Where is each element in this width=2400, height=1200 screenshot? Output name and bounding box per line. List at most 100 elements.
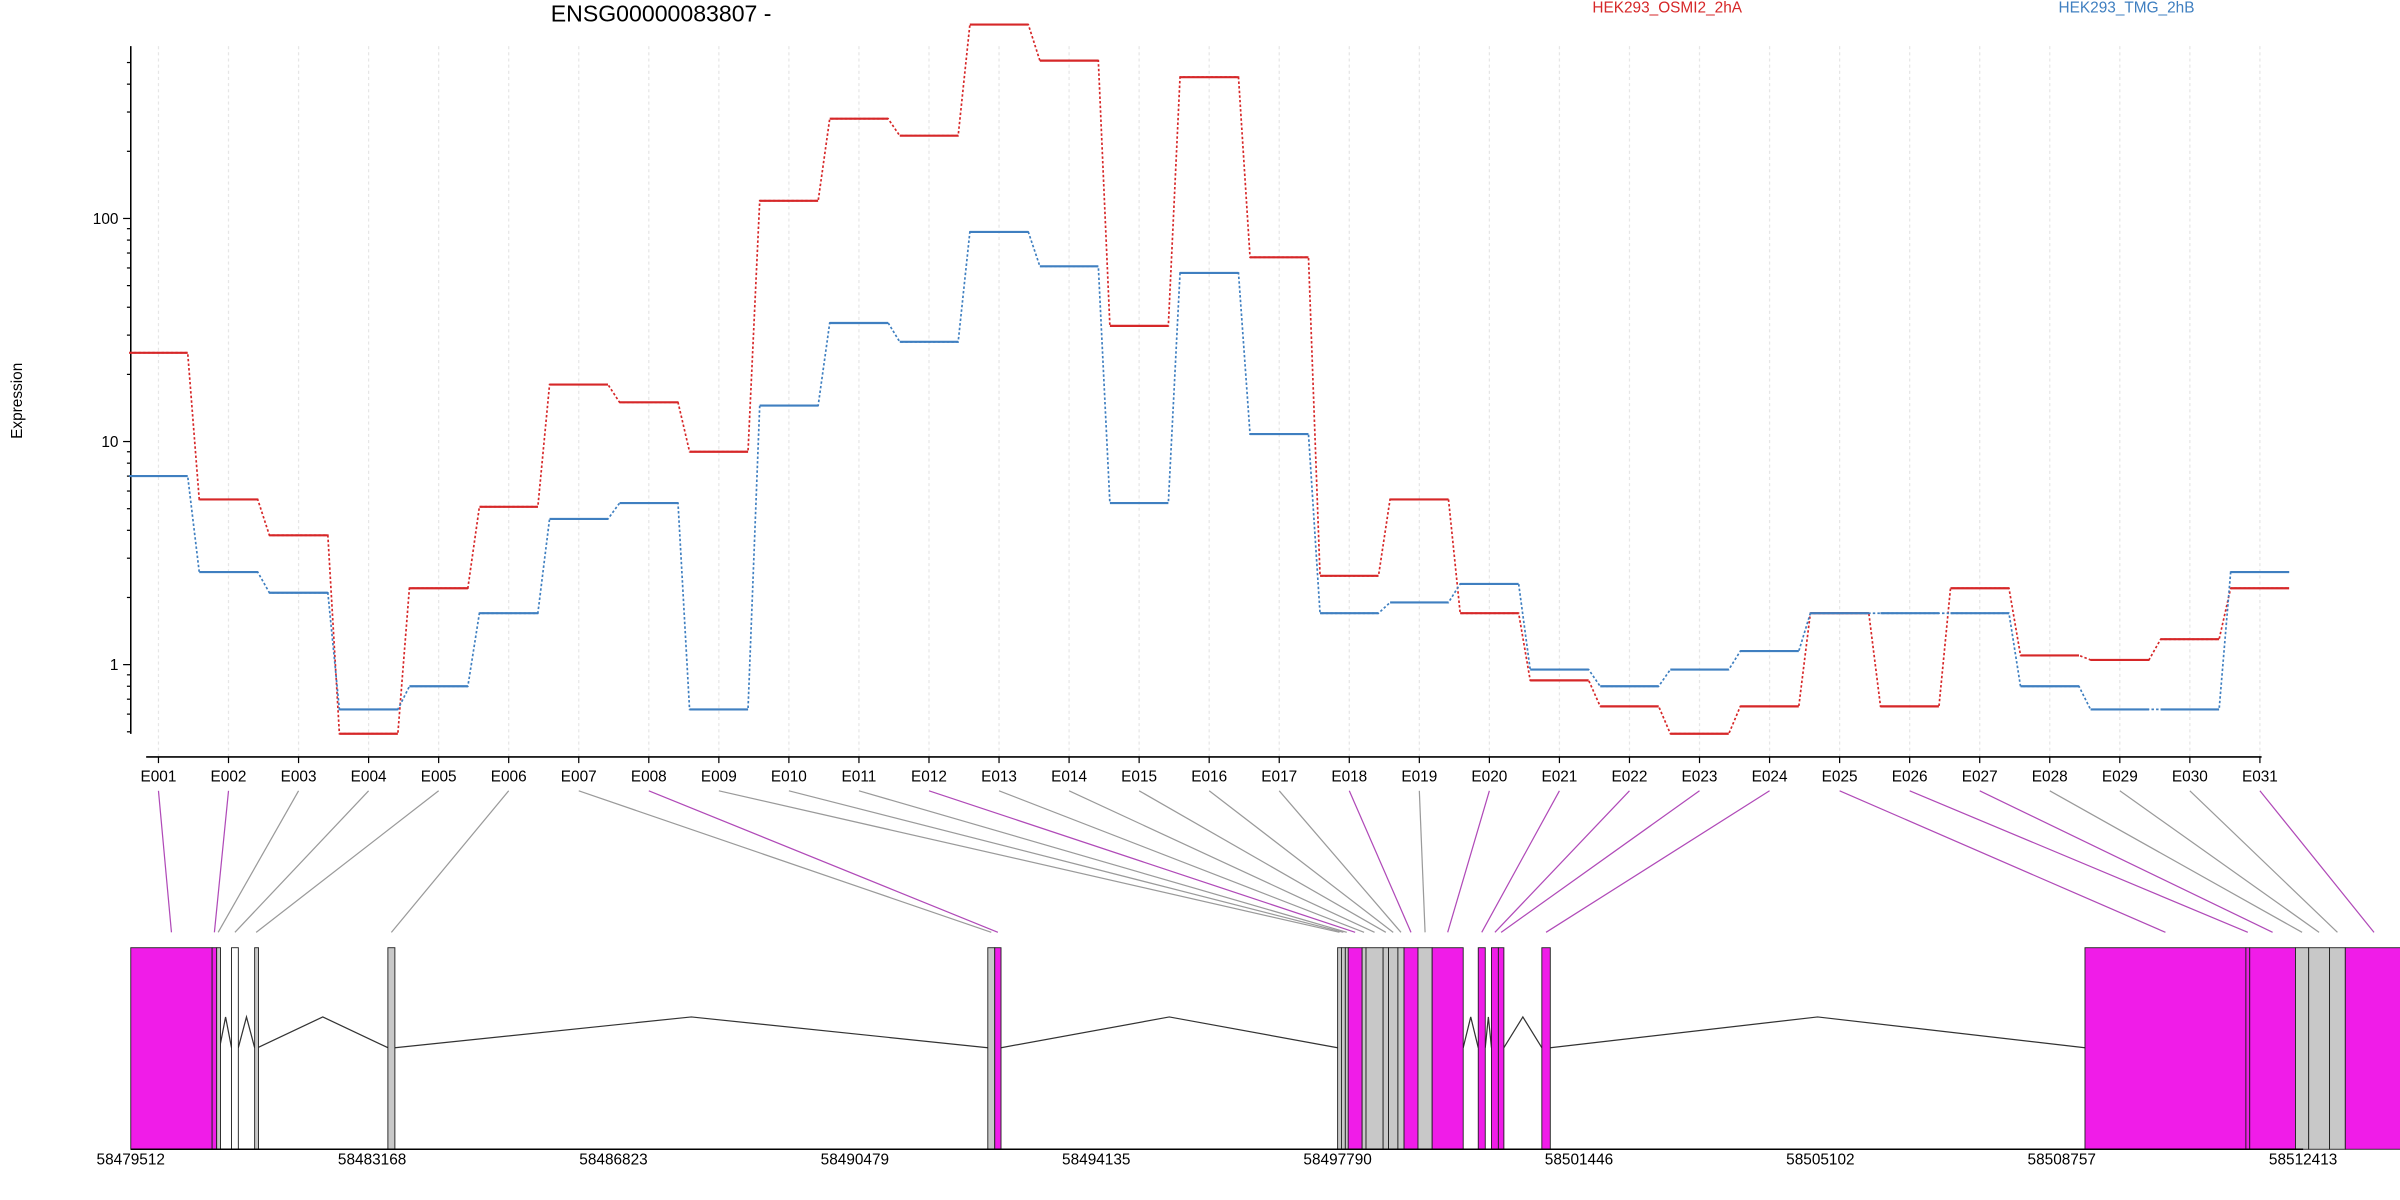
exon-connector bbox=[1068, 790, 1375, 933]
exon-connector bbox=[234, 790, 370, 933]
x-tick-label: E002 bbox=[211, 769, 247, 786]
exon-box bbox=[2295, 947, 2310, 1150]
x-tick-label: E016 bbox=[1191, 769, 1227, 786]
exon-box bbox=[1541, 947, 1551, 1150]
x-tick-label: E007 bbox=[561, 769, 597, 786]
intron-line bbox=[1462, 1016, 1479, 1048]
exon-connector bbox=[718, 790, 1340, 933]
exon-box bbox=[2245, 947, 2251, 1150]
exon-connector bbox=[1481, 790, 1560, 933]
exon-box bbox=[1397, 947, 1405, 1150]
exon-box bbox=[2249, 947, 2296, 1150]
exon-connector bbox=[1208, 790, 1394, 933]
intron-line bbox=[1000, 1016, 1338, 1049]
x-tick-label: E025 bbox=[1822, 769, 1858, 786]
exon-box bbox=[1361, 947, 1367, 1150]
exon-connector bbox=[648, 790, 999, 933]
exon-box bbox=[216, 947, 221, 1150]
genomic-coordinate-label: 58479512 bbox=[97, 1152, 165, 1169]
intron-line bbox=[257, 1016, 389, 1049]
exon-box bbox=[1365, 947, 1384, 1150]
x-tick-label: E022 bbox=[1612, 769, 1648, 786]
exon-box bbox=[987, 947, 996, 1150]
exon-connector bbox=[2259, 790, 2375, 933]
exon-connector bbox=[2189, 790, 2338, 933]
exon-connector bbox=[1494, 790, 1630, 933]
exon-box bbox=[2308, 947, 2331, 1150]
x-tick-label: E012 bbox=[911, 769, 947, 786]
x-tick-label: E019 bbox=[1401, 769, 1437, 786]
genomic-coordinate-label: 58497790 bbox=[1303, 1152, 1371, 1169]
exon-connector bbox=[1278, 790, 1402, 933]
x-tick-label: E005 bbox=[421, 769, 457, 786]
legend-series-2: HEK293_TMG_2hB bbox=[2058, 0, 2195, 17]
genomic-coordinate-label: 58483168 bbox=[338, 1152, 406, 1169]
exon-box bbox=[1477, 947, 1486, 1150]
chart-title: ENSG00000083807 - bbox=[550, 1, 772, 28]
x-tick-label: E013 bbox=[981, 769, 1017, 786]
exon-connector bbox=[928, 790, 1356, 933]
exon-connector bbox=[578, 790, 992, 933]
exon-connector bbox=[213, 790, 230, 933]
genomic-coordinate-label: 58505102 bbox=[1786, 1152, 1854, 1169]
exon-connector bbox=[1138, 790, 1387, 933]
exon-connector bbox=[2049, 790, 2303, 933]
exon-box bbox=[1497, 947, 1505, 1150]
x-tick-label: E020 bbox=[1471, 769, 1507, 786]
x-tick-label: E004 bbox=[351, 769, 387, 786]
x-tick-label: E018 bbox=[1331, 769, 1367, 786]
exon-connector bbox=[1348, 790, 1412, 933]
exon-box bbox=[130, 947, 213, 1150]
x-tick-label: E015 bbox=[1121, 769, 1157, 786]
intron-line bbox=[394, 1016, 988, 1049]
exon-connector bbox=[157, 790, 173, 933]
x-tick-label: E031 bbox=[2242, 769, 2278, 786]
genomic-coordinate-label: 58490479 bbox=[821, 1152, 889, 1169]
x-tick-label: E003 bbox=[281, 769, 317, 786]
legend-series-1: HEK293_OSMI2_2hA bbox=[1592, 0, 1743, 17]
exon-box bbox=[1388, 947, 1399, 1150]
y-tick-label: 10 bbox=[101, 434, 118, 451]
genomic-coordinate-label: 58486823 bbox=[579, 1152, 647, 1169]
y-tick-label: 1 bbox=[110, 657, 119, 674]
x-tick-label: E014 bbox=[1051, 769, 1087, 786]
exon-box bbox=[1347, 947, 1363, 1150]
exon-connector bbox=[858, 790, 1347, 933]
exon-box bbox=[994, 947, 1002, 1150]
x-tick-label: E008 bbox=[631, 769, 667, 786]
genomic-coordinate-label: 58512413 bbox=[2269, 1152, 2337, 1169]
x-tick-label: E011 bbox=[842, 769, 877, 786]
x-tick-label: E017 bbox=[1261, 769, 1297, 786]
x-tick-label: E026 bbox=[1892, 769, 1928, 786]
exon-connector bbox=[1418, 790, 1426, 933]
exon-connector bbox=[1979, 790, 2273, 933]
exon-box bbox=[1337, 947, 1342, 1150]
x-tick-label: E001 bbox=[141, 769, 177, 786]
genomic-coordinate-label: 58501446 bbox=[1545, 1152, 1613, 1169]
exon-connector bbox=[1545, 790, 1770, 933]
intron-line bbox=[237, 1014, 256, 1048]
genomic-coordinate-label: 58494135 bbox=[1062, 1152, 1130, 1169]
x-tick-label: E010 bbox=[771, 769, 807, 786]
y-tick-label: 100 bbox=[93, 211, 119, 228]
intron-line bbox=[1550, 1016, 2086, 1049]
exon-box bbox=[1431, 947, 1464, 1150]
x-tick-label: E021 bbox=[1541, 769, 1577, 786]
x-tick-label: E030 bbox=[2172, 769, 2208, 786]
exon-connector bbox=[1839, 790, 2166, 933]
intron-line bbox=[1503, 1015, 1543, 1049]
intron-line bbox=[1484, 1016, 1493, 1048]
x-tick-label: E027 bbox=[1962, 769, 1998, 786]
exon-connector bbox=[217, 790, 300, 933]
exon-connector bbox=[390, 790, 510, 933]
x-tick-label: E023 bbox=[1682, 769, 1718, 786]
exon-connector bbox=[1909, 790, 2249, 933]
x-tick-label: E024 bbox=[1752, 769, 1788, 786]
exon-box bbox=[231, 947, 239, 1150]
exon-connector bbox=[998, 790, 1365, 933]
exon-box bbox=[211, 947, 218, 1150]
exon-box bbox=[387, 947, 396, 1150]
exon-box bbox=[1382, 947, 1389, 1150]
